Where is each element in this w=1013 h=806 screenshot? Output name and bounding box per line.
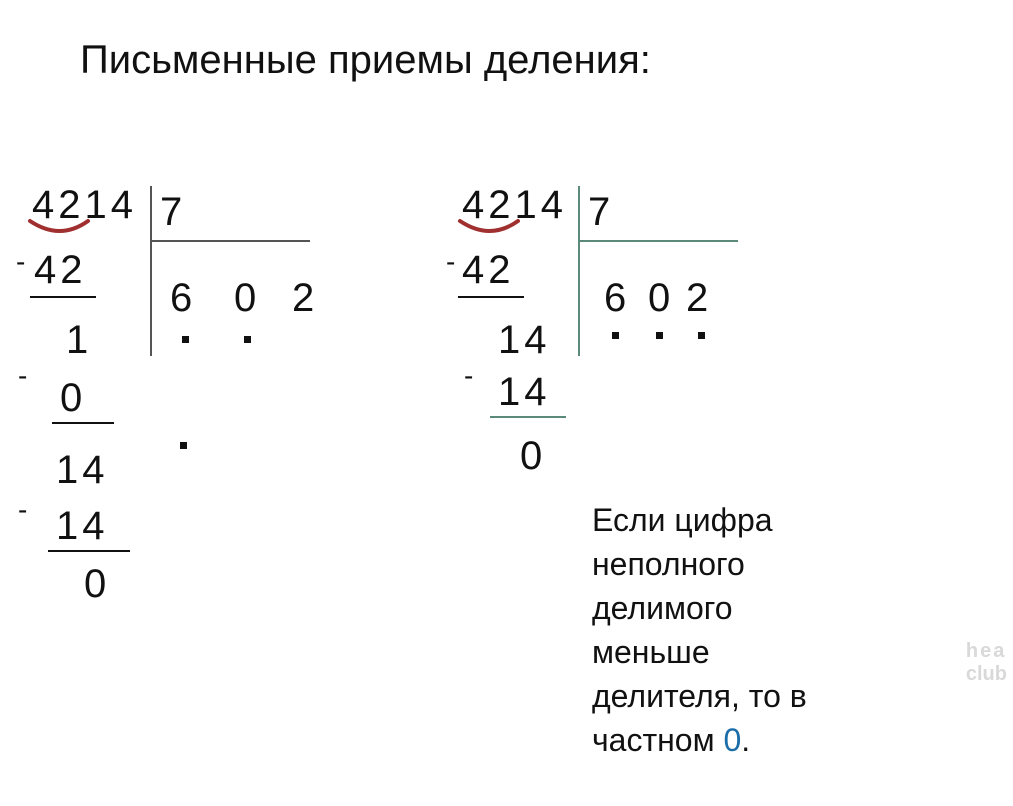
- r-carry-1: 14: [498, 320, 551, 360]
- r-result: 0: [520, 436, 542, 476]
- l-bracket-v: [150, 186, 152, 356]
- l-underline-2: [48, 550, 130, 552]
- l-sub-2: 14: [56, 506, 109, 546]
- l-bracket-h: [150, 240, 310, 242]
- r-divisor: 7: [588, 192, 610, 232]
- page-title: Письменные приемы деления:: [80, 38, 651, 83]
- note-line-5: частном 0.: [592, 720, 750, 762]
- l-minus-2: -: [18, 496, 27, 524]
- r-underline-0: [458, 296, 524, 298]
- r-sub-1: 14: [498, 372, 551, 412]
- l-dot-2: [180, 442, 187, 449]
- note-highlight: 0: [723, 722, 741, 758]
- l-qdigit-2: 2: [292, 278, 314, 318]
- r-dot-1: [656, 332, 663, 339]
- note-line-2: делимого: [592, 588, 733, 630]
- l-qdigit-1: 0: [234, 278, 256, 318]
- r-dot-0: [612, 332, 619, 339]
- l-sub-0: 42: [34, 250, 87, 290]
- r-qdigit-2: 2: [686, 278, 708, 318]
- l-qdigit-0: 6: [170, 278, 192, 318]
- r-bracket-h: [578, 240, 738, 242]
- note-line-1: неполного: [592, 544, 745, 586]
- note-line-4: делителя, то в: [592, 676, 807, 718]
- l-dot-1: [244, 336, 251, 343]
- l-carry-2: 14: [56, 450, 109, 490]
- note-line-5-text: частном: [592, 722, 723, 758]
- r-qdigit-1: 0: [648, 278, 670, 318]
- l-underline-0: [30, 296, 96, 298]
- l-minus-1: -: [18, 362, 27, 390]
- l-divisor: 7: [160, 192, 182, 232]
- note-trailing: .: [741, 722, 750, 758]
- r-underline-1: [490, 416, 566, 418]
- watermark: heaclub: [966, 640, 1007, 686]
- note-line-3: меньше: [592, 632, 710, 674]
- r-sub-0: 42: [462, 250, 515, 290]
- r-arc-icon: [454, 215, 534, 245]
- r-dot-2: [698, 332, 705, 339]
- l-sub-1: 0: [60, 378, 82, 418]
- l-underline-1: [52, 422, 114, 424]
- l-dot-0: [182, 336, 189, 343]
- note-line-0: Если цифра: [592, 500, 773, 542]
- r-minus-0: -: [446, 248, 455, 276]
- l-result: 0: [84, 564, 106, 604]
- r-bracket-v: [578, 186, 580, 356]
- r-minus-1: -: [464, 362, 473, 390]
- l-arc-icon: [24, 215, 104, 245]
- l-minus-0: -: [16, 248, 25, 276]
- l-carry-1: 1: [66, 320, 88, 360]
- r-qdigit-0: 6: [604, 278, 626, 318]
